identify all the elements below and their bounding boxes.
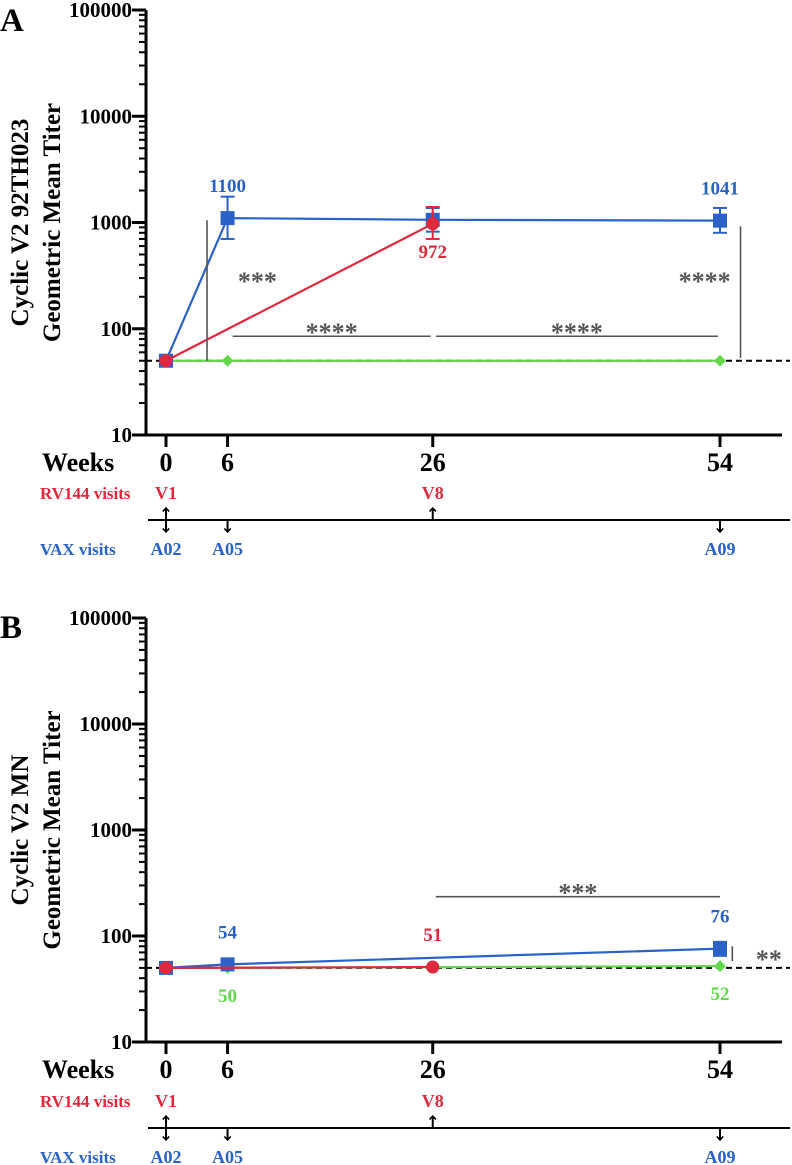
x-axis-label: Weeks	[42, 448, 114, 477]
rv144-visits-label: RV144 visits	[40, 484, 131, 503]
series-line-red	[165, 965, 433, 970]
x-tick-label: 0	[160, 1055, 173, 1084]
data-point-blue	[220, 957, 235, 972]
y-axis-label-line1: Cyclic V2 92TH023	[7, 119, 34, 327]
x-tick-label: 26	[420, 1055, 446, 1084]
data-label-green: 52	[711, 984, 730, 1005]
y-tick-label: 100	[101, 317, 133, 341]
data-label-red: 51	[423, 925, 442, 946]
x-tick-label: 54	[707, 448, 733, 477]
significance-label: ***	[558, 878, 597, 907]
panel-label: B	[0, 610, 22, 646]
y-tick-label: 100000	[69, 0, 132, 22]
data-point-green	[714, 960, 726, 973]
data-point-red	[159, 354, 173, 368]
y-tick-label: 10	[111, 1030, 132, 1054]
x-tick-label: 54	[707, 1055, 733, 1084]
significance-label: ****	[306, 318, 358, 347]
data-point-blue	[220, 211, 235, 226]
data-point-green	[714, 354, 726, 367]
rv144-visit: V8	[422, 1091, 444, 1111]
y-axis-label-line2: Geometric Mean Titer	[39, 103, 66, 342]
data-point-red	[159, 961, 173, 975]
data-point-blue	[713, 941, 727, 956]
vax-visits-label: VAX visits	[40, 540, 116, 559]
y-axis-label-line2: Geometric Mean Titer	[39, 710, 66, 949]
y-tick-label: 10	[111, 423, 132, 447]
significance-label: ****	[679, 267, 731, 296]
data-point-blue	[713, 213, 727, 228]
x-tick-label: 6	[221, 448, 234, 477]
y-tick-label: 1000	[90, 211, 132, 235]
data-point-red	[426, 217, 440, 231]
vax-visit: A02	[151, 539, 182, 559]
significance-label: ***	[238, 267, 277, 296]
data-label-blue: 76	[711, 907, 730, 928]
x-tick-label: 6	[221, 1055, 234, 1084]
y-tick-label: 1000	[90, 818, 132, 842]
y-tick-label: 100	[101, 924, 133, 948]
vax-visit: A05	[212, 539, 243, 559]
series-line-red	[165, 222, 434, 362]
significance-label: **	[756, 945, 782, 974]
x-axis-label: Weeks	[42, 1055, 114, 1084]
y-tick-label: 10000	[80, 712, 133, 736]
panel-label: A	[0, 3, 24, 39]
vax-visit: A09	[705, 1147, 736, 1165]
panel-a: A Cyclic V2 92TH023 Geometric Mean Titer 10…	[0, 0, 790, 559]
x-tick-label: 0	[160, 448, 173, 477]
data-label-blue: 54	[218, 922, 238, 943]
data-label-green: 50	[218, 986, 237, 1007]
significance-label: ****	[551, 318, 603, 347]
data-point-green	[221, 354, 234, 367]
panel-b: B Cyclic V2 MN Geometric Mean Titer 10 100 10…	[0, 606, 790, 1165]
series-line-blue	[164, 216, 721, 362]
rv144-visit: V1	[155, 483, 177, 503]
y-tick-label: 100000	[69, 606, 132, 630]
data-label-red: 972	[418, 242, 447, 263]
rv144-visit: V8	[422, 483, 444, 503]
data-label-blue: 1041	[701, 179, 739, 200]
y-tick-label: 10000	[80, 104, 133, 128]
vax-visit: A09	[705, 539, 736, 559]
rv144-visits-label: RV144 visits	[40, 1092, 131, 1111]
vax-visits-label: VAX visits	[40, 1148, 116, 1165]
vax-visit: A05	[212, 1147, 243, 1165]
x-tick-label: 26	[420, 448, 446, 477]
vax-visit: A02	[151, 1147, 182, 1165]
y-axis-label-line1: Cyclic V2 MN	[7, 755, 34, 906]
data-point-red	[426, 960, 440, 974]
series-line-blue	[165, 947, 721, 970]
rv144-visit: V1	[155, 1091, 177, 1111]
data-label-blue: 1100	[209, 176, 246, 197]
